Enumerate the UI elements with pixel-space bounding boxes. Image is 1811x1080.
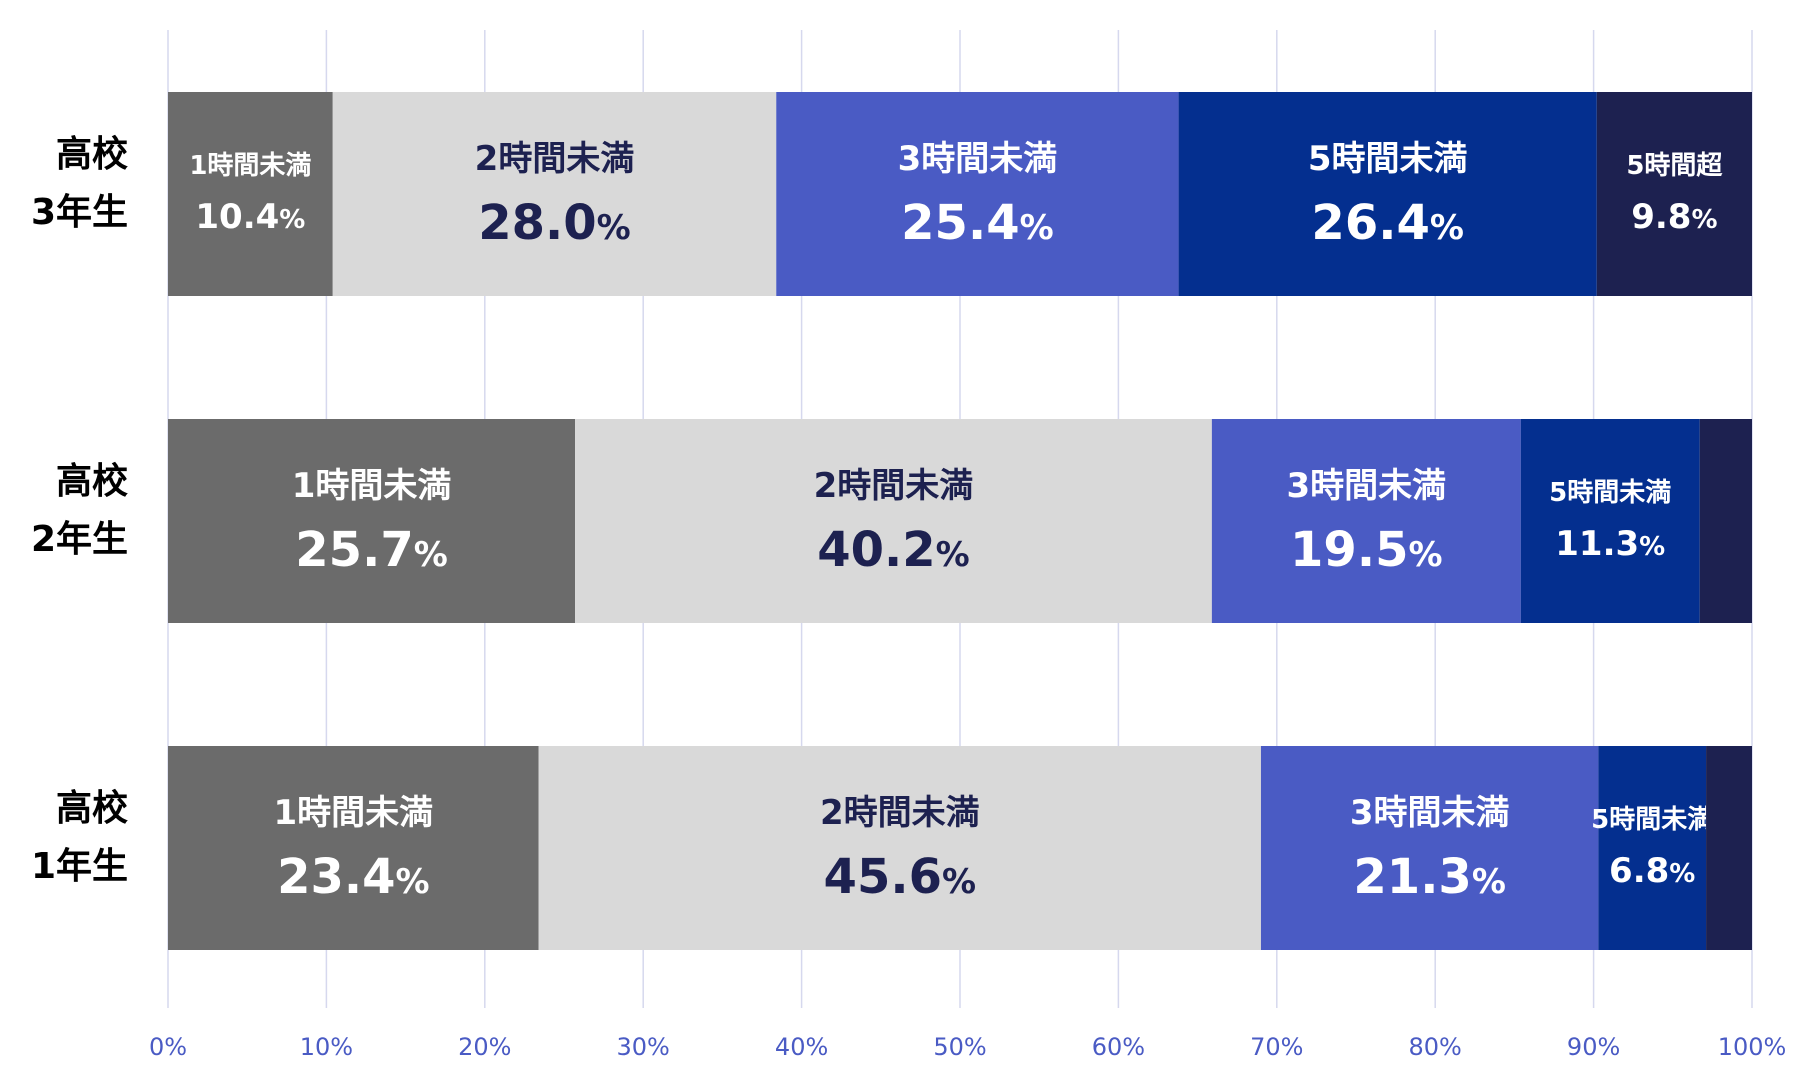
bars: 1時間未満 10.4% 2時間未満 28.0% 3時間未満 25.4% 5時間未満 26.4%… xyxy=(168,92,1752,950)
segment-value-suffix: % xyxy=(942,862,976,902)
segment-name-label: 5時間未満 xyxy=(1549,478,1671,508)
bar-segment xyxy=(168,746,539,950)
bar-segment xyxy=(1699,419,1752,623)
category-label-line: 高校 xyxy=(56,461,128,502)
x-tick-label: 40% xyxy=(775,1033,828,1061)
segment-name-label: 2時間未満 xyxy=(814,466,974,506)
segment-value-number: 10.4 xyxy=(195,197,279,237)
segment-value-number: 28.0 xyxy=(478,195,596,251)
segment-value-label: 21.3% xyxy=(1353,849,1506,905)
segment-value-suffix: % xyxy=(1430,208,1464,248)
segment-value-suffix: % xyxy=(1020,208,1054,248)
bar-segment xyxy=(1598,746,1707,950)
segment-value-label: 9.8% xyxy=(1631,197,1717,237)
segment-name-label: 1時間未満 xyxy=(273,793,433,833)
x-tick-label: 90% xyxy=(1567,1033,1620,1061)
segment-value-label: 28.0% xyxy=(478,195,631,251)
segment-name-label: 5時間超 xyxy=(1626,151,1723,181)
bar-segment xyxy=(1211,419,1521,623)
segment-value-suffix: % xyxy=(1669,859,1695,889)
segment-name-label: 3時間未満 xyxy=(898,139,1058,179)
bar-segment xyxy=(575,419,1212,623)
segment-value-suffix: % xyxy=(396,862,430,902)
x-tick-label: 10% xyxy=(300,1033,353,1061)
segment-value-number: 26.4 xyxy=(1311,195,1429,251)
category-label-line: 3年生 xyxy=(31,192,128,233)
segment-value-number: 23.4 xyxy=(277,849,395,905)
category-label: 高校 3年生 xyxy=(31,134,128,233)
bar-segment xyxy=(1596,92,1752,296)
x-tick-label: 50% xyxy=(933,1033,986,1061)
segment-name-label: 3時間未満 xyxy=(1350,793,1510,833)
segment-value-label: 45.6% xyxy=(824,849,977,905)
category-label-line: 1年生 xyxy=(31,846,128,887)
bar-segment xyxy=(1706,746,1752,950)
segment-name-label: 2時間未満 xyxy=(475,139,635,179)
category-label-line: 高校 xyxy=(56,788,128,829)
segment-name-label: 5時間未満 xyxy=(1308,139,1468,179)
segment-value-suffix: % xyxy=(414,535,448,575)
x-tick-label: 100% xyxy=(1718,1033,1787,1061)
x-tick-label: 0% xyxy=(149,1033,187,1061)
segment-value-number: 9.8 xyxy=(1631,197,1691,237)
category-label: 高校 2年生 xyxy=(31,461,128,560)
segment-value-number: 45.6 xyxy=(824,849,942,905)
segment-value-label: 19.5% xyxy=(1290,522,1443,578)
segment-name-label: 2時間未満 xyxy=(820,793,980,833)
segment-value-number: 21.3 xyxy=(1353,849,1471,905)
x-tick-label: 30% xyxy=(617,1033,670,1061)
segment-value-label: 11.3% xyxy=(1555,524,1665,564)
segment-value-label: 10.4% xyxy=(195,197,305,237)
segment-value-label: 25.4% xyxy=(901,195,1054,251)
x-tick-label: 20% xyxy=(458,1033,511,1061)
segment-value-label: 6.8% xyxy=(1609,851,1695,891)
segment-value-suffix: % xyxy=(1408,535,1442,575)
segment-name-label: 5時間未満 xyxy=(1591,805,1713,835)
segment-value-suffix: % xyxy=(1691,205,1717,235)
bar-segment xyxy=(776,92,1179,296)
segment-value-label: 40.2% xyxy=(817,522,970,578)
bar-segment xyxy=(1260,746,1599,950)
segment-value-label: 23.4% xyxy=(277,849,430,905)
x-tick-label: 70% xyxy=(1250,1033,1303,1061)
category-label-line: 高校 xyxy=(56,134,128,175)
segment-value-label: 26.4% xyxy=(1311,195,1464,251)
bar-segment xyxy=(168,92,333,296)
segment-value-number: 25.7 xyxy=(295,522,413,578)
segment-value-number: 40.2 xyxy=(817,522,935,578)
category-label-line: 2年生 xyxy=(31,519,128,560)
x-tick-label: 60% xyxy=(1092,1033,1145,1061)
segment-name-label: 1時間未満 xyxy=(189,151,311,181)
x-tick-label: 80% xyxy=(1409,1033,1462,1061)
segment-value-suffix: % xyxy=(936,535,970,575)
segment-value-number: 25.4 xyxy=(901,195,1019,251)
bar-segment xyxy=(168,419,576,623)
segment-value-number: 6.8 xyxy=(1609,851,1669,891)
segment-value-number: 11.3 xyxy=(1555,524,1639,564)
segment-name-label: 3時間未満 xyxy=(1286,466,1446,506)
bar-segment xyxy=(332,92,777,296)
bar-segment xyxy=(538,746,1261,950)
segment-name-label: 1時間未満 xyxy=(292,466,452,506)
segment-value-suffix: % xyxy=(597,208,631,248)
bar-segment xyxy=(1178,92,1597,296)
segment-value-suffix: % xyxy=(1472,862,1506,902)
category-label: 高校 1年生 xyxy=(31,788,128,887)
segment-value-number: 19.5 xyxy=(1290,522,1408,578)
segment-value-suffix: % xyxy=(1639,532,1665,562)
bar-segment xyxy=(1520,419,1700,623)
x-axis-tick-labels: 0% 10% 20% 30% 40% 50% 60% 70% 80% 90% 100% xyxy=(149,1033,1786,1061)
segment-value-label: 25.7% xyxy=(295,522,448,578)
segment-value-suffix: % xyxy=(279,205,305,235)
